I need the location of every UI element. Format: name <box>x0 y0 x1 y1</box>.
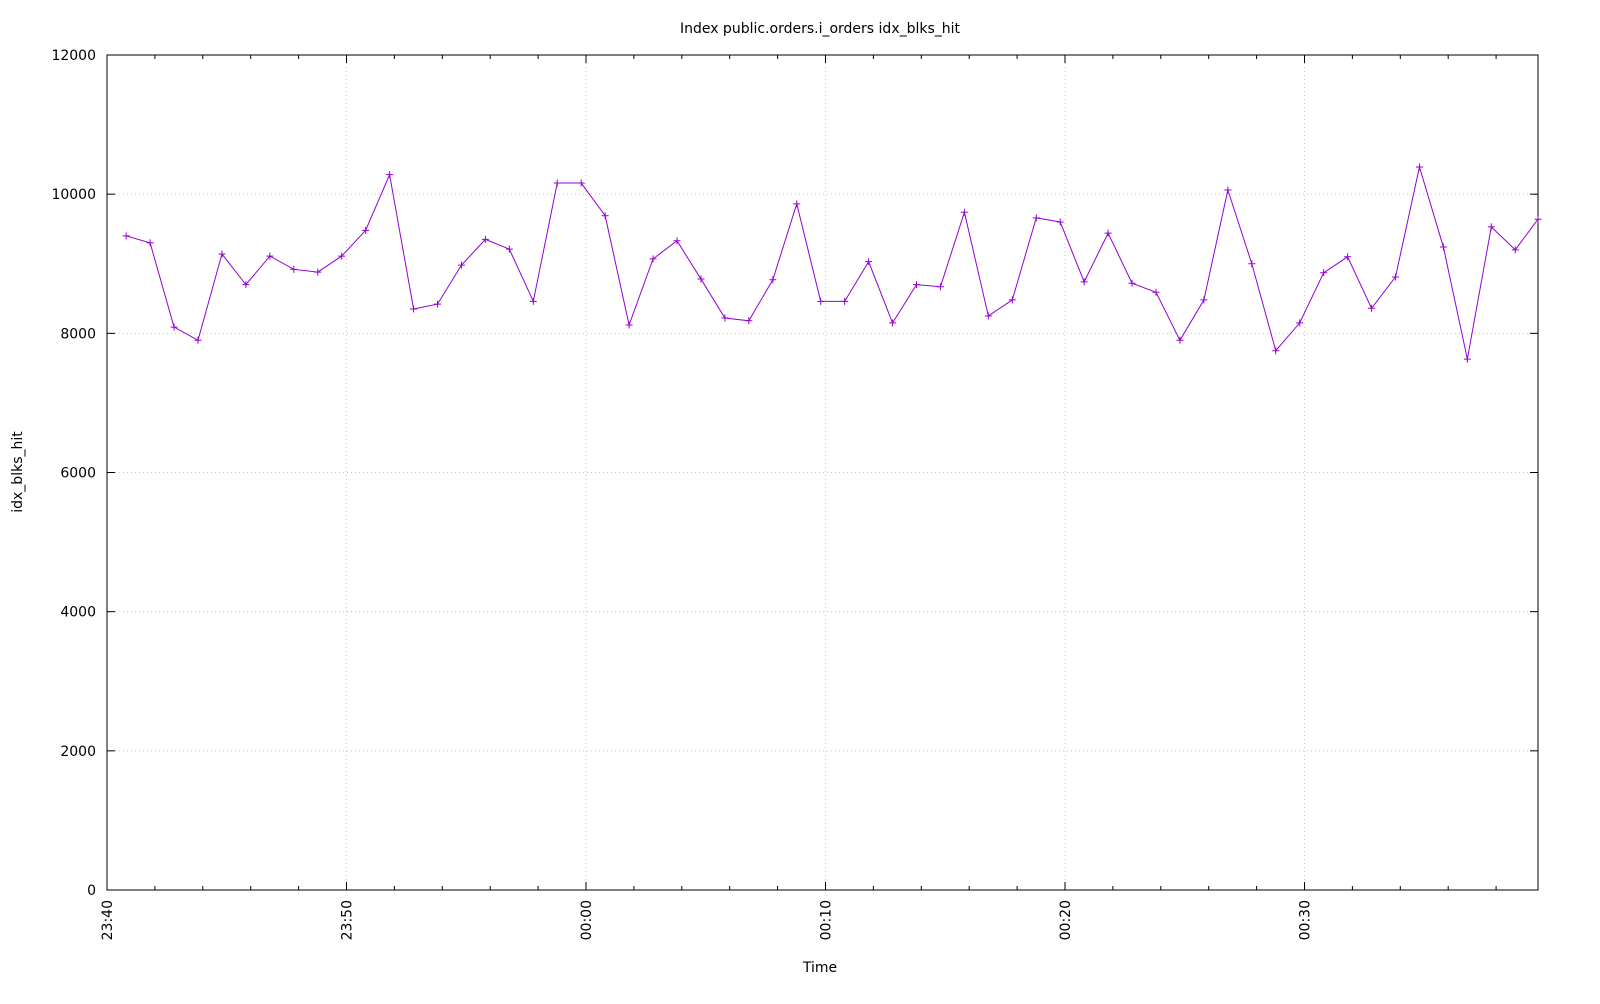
data-point-marker <box>697 275 705 283</box>
data-point-marker <box>1320 269 1328 277</box>
data-point-marker <box>1511 246 1519 254</box>
series-line <box>126 166 1539 360</box>
x-tick-label: 23:40 <box>100 900 116 940</box>
data-point-marker <box>625 321 633 329</box>
data-point-marker <box>865 258 873 266</box>
data-point-marker <box>577 179 585 187</box>
x-tick-label: 23:50 <box>339 900 355 940</box>
x-tick-label: 00:30 <box>1297 900 1313 940</box>
data-point-marker <box>1200 296 1208 304</box>
data-point-marker <box>1368 304 1376 312</box>
chart-title: Index public.orders.i_orders idx_blks_hi… <box>680 21 961 37</box>
data-point-marker <box>1080 278 1088 286</box>
x-tick-label: 00:10 <box>818 900 834 940</box>
data-point-marker <box>1534 215 1542 223</box>
x-tick-label: 00:00 <box>579 900 595 940</box>
data-point-marker <box>1176 336 1184 344</box>
data-point-marker <box>769 276 777 284</box>
data-point-marker <box>1272 347 1280 355</box>
data-point-marker <box>601 212 609 220</box>
data-point-marker <box>1344 253 1352 261</box>
data-point-marker <box>1104 229 1112 237</box>
data-point-marker <box>529 297 537 305</box>
y-tick-label: 12000 <box>51 48 96 64</box>
y-tick-label: 6000 <box>60 466 96 482</box>
y-tick-label: 10000 <box>51 187 96 203</box>
data-point-marker <box>457 261 465 269</box>
plot-border <box>106 54 1539 891</box>
data-point-marker <box>505 245 513 253</box>
data-point-marker <box>1415 163 1423 171</box>
data-point-marker <box>1032 214 1040 222</box>
data-point-marker <box>362 226 370 234</box>
data-point-marker <box>218 250 226 258</box>
data-point-marker <box>1463 355 1471 363</box>
data-point-marker <box>386 171 394 179</box>
data-point-marker <box>1248 260 1256 268</box>
data-point-marker <box>793 200 801 208</box>
data-point-marker <box>290 265 298 273</box>
data-point-marker <box>170 323 178 331</box>
y-axis-label: idx_blks_hit <box>10 431 26 513</box>
data-point-marker <box>434 300 442 308</box>
data-point-marker <box>146 239 154 247</box>
y-tick-label: 4000 <box>60 605 96 621</box>
data-point-marker <box>1224 186 1232 194</box>
data-point-marker <box>1392 273 1399 281</box>
data-point-marker <box>1439 243 1447 251</box>
data-point-marker <box>745 317 753 325</box>
data-point-marker <box>410 305 418 313</box>
data-point-marker <box>122 232 130 240</box>
x-tick-label: 00:20 <box>1058 900 1074 940</box>
data-point-marker <box>266 252 274 260</box>
data-point-marker <box>194 336 202 344</box>
x-axis-label: Time <box>802 960 837 976</box>
data-point-marker <box>553 179 561 187</box>
data-point-marker <box>841 297 849 305</box>
data-point-marker <box>1152 288 1160 296</box>
data-point-marker <box>721 314 729 322</box>
data-point-marker <box>314 268 322 276</box>
data-point-marker <box>481 235 489 243</box>
data-point-marker <box>889 319 897 327</box>
data-point-marker <box>817 297 825 305</box>
data-point-marker <box>913 281 921 289</box>
y-tick-label: 2000 <box>60 744 96 760</box>
data-point-marker <box>1487 223 1495 231</box>
data-point-marker <box>673 237 681 245</box>
data-point-marker <box>649 255 657 263</box>
data-point-marker <box>936 283 944 291</box>
data-point-marker <box>960 208 968 216</box>
y-tick-label: 0 <box>87 883 96 899</box>
data-point-marker <box>338 252 346 260</box>
data-point-marker <box>1128 279 1136 287</box>
data-point-marker <box>984 312 992 320</box>
data-point-marker <box>1008 296 1016 304</box>
y-tick-label: 8000 <box>60 326 96 342</box>
data-point-marker <box>1056 218 1064 226</box>
data-point-marker <box>242 281 250 289</box>
data-point-marker <box>1296 319 1304 327</box>
